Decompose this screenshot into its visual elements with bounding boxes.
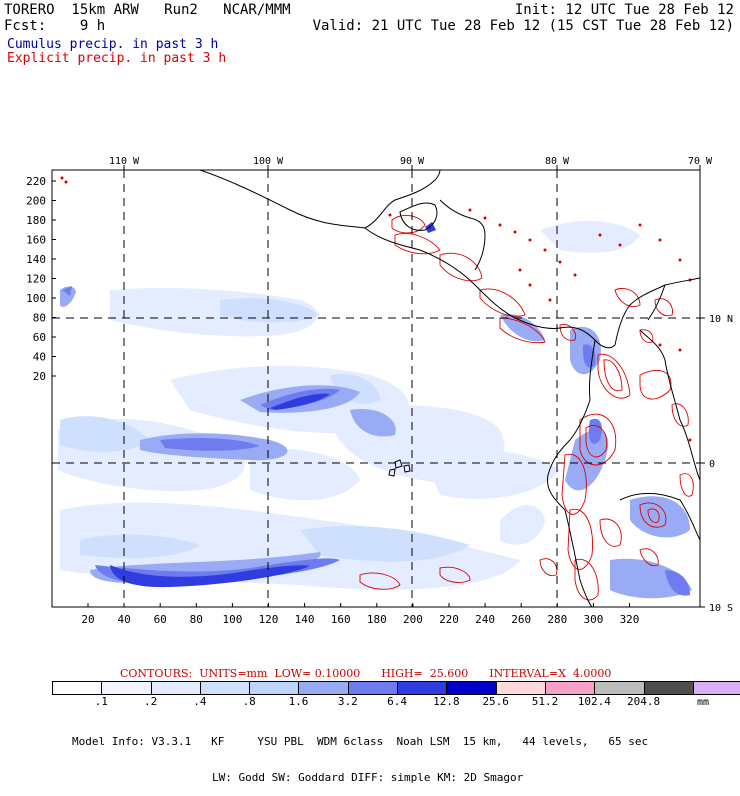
lat-label: 0 xyxy=(709,459,715,470)
lon-label: 70 W xyxy=(688,156,713,167)
lat-label: 10 N xyxy=(709,314,733,325)
legend-label: 204.8 xyxy=(627,695,661,708)
forecast-hour: Fcst: 9 h xyxy=(4,18,106,34)
contours-info: CONTOURS: UNITS=mm LOW= 0.10000 HIGH= 25… xyxy=(120,667,612,680)
x-tick-label: 20 xyxy=(81,613,94,626)
legend-swatch xyxy=(348,682,399,694)
legend-swatch xyxy=(447,682,497,694)
lon-label: 90 W xyxy=(400,156,425,167)
legend-swatch xyxy=(644,682,694,694)
legend-swatch xyxy=(299,682,349,694)
color-legend xyxy=(52,681,740,695)
valid-time: Valid: 21 UTC Tue 28 Feb 12 (15 CST Tue … xyxy=(312,18,734,34)
legend-swatch xyxy=(200,682,251,694)
y-axis-ticks: 220 200 180 160 140 120 100 80 60 40 20 xyxy=(26,175,56,383)
coastlines xyxy=(199,170,700,607)
model-info-line1: Model Info: V3.3.1 KF YSU PBL WDM 6class… xyxy=(72,735,649,748)
legend-label: .1 xyxy=(94,695,108,708)
x-axis-ticks: 20 40 60 80 100 120 140 160 180 200 220 240 260 280 30… xyxy=(81,603,639,626)
legend-swatch xyxy=(595,682,645,694)
y-tick-label: 140 xyxy=(26,253,46,266)
legend-swatch xyxy=(693,682,740,694)
legend-label: 12.8 xyxy=(433,695,460,708)
legend-label: .2 xyxy=(143,695,158,708)
lat-lon-grid xyxy=(52,170,700,607)
y-tick-label: 20 xyxy=(33,370,46,383)
x-tick-label: 260 xyxy=(511,613,531,626)
x-tick-label: 320 xyxy=(620,613,640,626)
y-tick-label: 60 xyxy=(33,331,46,344)
x-tick-label: 280 xyxy=(547,613,567,626)
y-tick-label: 200 xyxy=(26,195,46,208)
legend-swatch xyxy=(545,682,596,694)
y-tick-label: 180 xyxy=(26,214,46,227)
lon-label: 110 W xyxy=(109,156,140,167)
legend-label: 3.2 xyxy=(337,695,358,708)
legend-labels: .1 .2 .4 .8 1.6 3.2 6.4 12.8 25.6 51.2 102.4 204.8 xyxy=(52,695,712,708)
model-info-line2: LW: Godd SW: Goddard DIFF: simple KM: 2D… xyxy=(212,771,524,784)
legend-unit: mm xyxy=(697,697,710,708)
y-tick-label: 40 xyxy=(33,351,46,364)
y-tick-label: 160 xyxy=(26,234,46,247)
legend-label: 6.4 xyxy=(387,695,408,708)
x-tick-label: 240 xyxy=(475,613,495,626)
init-time: Init: 12 UTC Tue 28 Feb 12 xyxy=(514,2,734,18)
x-tick-label: 200 xyxy=(403,613,423,626)
legend-swatch xyxy=(496,682,546,694)
legend-swatch xyxy=(398,682,448,694)
legend-label: 51.2 xyxy=(531,695,559,708)
legend-label: .4 xyxy=(193,695,207,708)
cumulus-label: Cumulus precip. in past 3 h xyxy=(7,37,219,52)
explicit-label: Explicit precip. in past 3 h xyxy=(7,51,227,66)
lat-label: 10 S xyxy=(709,603,733,614)
map-frame xyxy=(51,169,701,608)
legend-label: 102.4 xyxy=(577,695,611,708)
x-tick-label: 120 xyxy=(259,613,279,626)
precip-shading xyxy=(58,176,694,601)
precip-map: 110 W 100 W 90 W 80 W 70 W 10 N 0 10 S 2… xyxy=(26,156,733,626)
lon-label: 100 W xyxy=(253,156,284,167)
legend-label: .8 xyxy=(242,695,256,708)
y-tick-label: 120 xyxy=(26,273,46,286)
run-title: TORERO 15km ARW Run2 NCAR/MMM xyxy=(4,2,291,18)
legend-swatch xyxy=(102,682,152,694)
x-tick-label: 80 xyxy=(190,613,203,626)
legend-label: 25.6 xyxy=(482,695,509,708)
x-tick-label: 60 xyxy=(154,613,167,626)
x-tick-label: 180 xyxy=(367,613,387,626)
x-tick-label: 100 xyxy=(222,613,242,626)
lon-label: 80 W xyxy=(545,156,570,167)
model-info: Model Info: V3.3.1 KF YSU PBL WDM 6class… xyxy=(72,712,648,796)
x-tick-label: 160 xyxy=(331,613,351,626)
x-tick-label: 300 xyxy=(583,613,603,626)
y-tick-label: 220 xyxy=(26,175,46,188)
x-tick-label: 220 xyxy=(439,613,459,626)
legend-label: 1.6 xyxy=(288,695,309,708)
legend-swatch xyxy=(53,682,103,694)
x-tick-label: 140 xyxy=(295,613,315,626)
x-tick-label: 40 xyxy=(117,613,130,626)
legend-swatch xyxy=(151,682,201,694)
y-tick-label: 100 xyxy=(26,292,46,305)
y-tick-label: 80 xyxy=(33,312,46,325)
legend-swatch xyxy=(250,682,300,694)
